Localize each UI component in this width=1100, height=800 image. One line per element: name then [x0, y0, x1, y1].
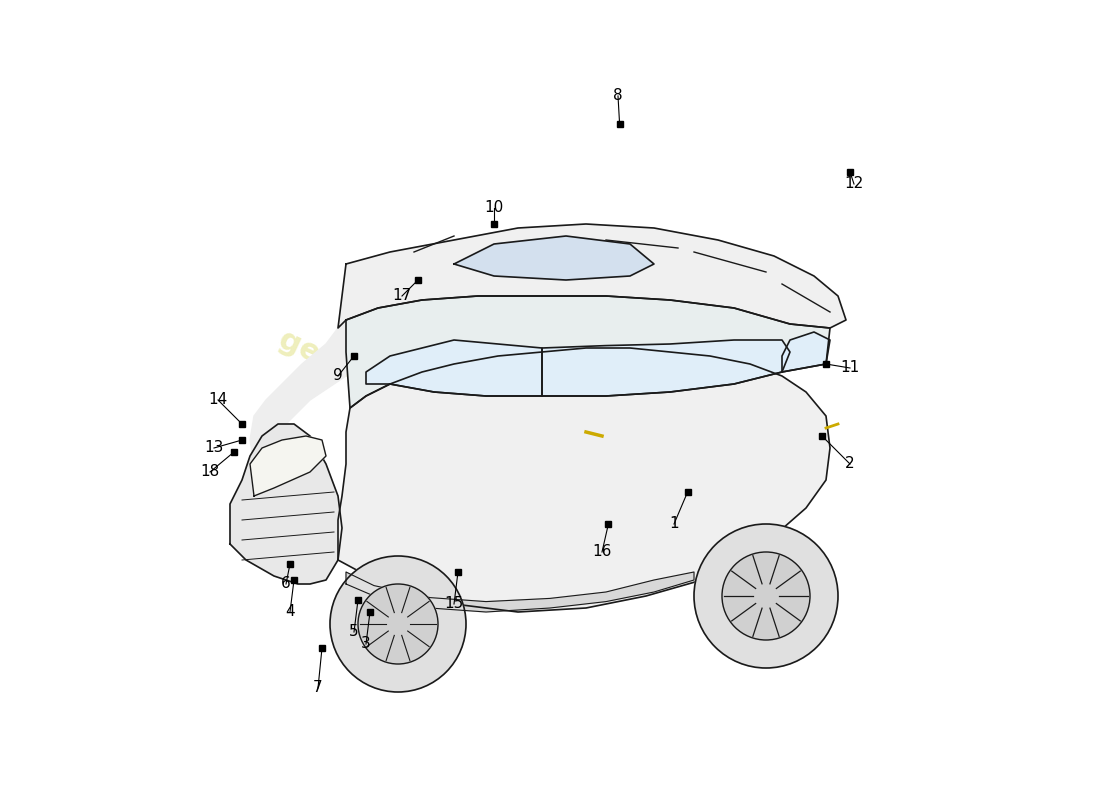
Text: 1: 1 [669, 517, 679, 531]
Text: 5: 5 [349, 625, 359, 639]
Text: 17: 17 [393, 289, 411, 303]
Text: 11: 11 [840, 361, 859, 375]
Polygon shape [230, 424, 342, 584]
Polygon shape [338, 224, 846, 328]
Polygon shape [782, 332, 830, 372]
Text: 15: 15 [444, 597, 463, 611]
Polygon shape [338, 348, 830, 612]
Text: 14: 14 [208, 393, 228, 407]
Polygon shape [250, 320, 346, 464]
Text: 10: 10 [484, 201, 504, 215]
Text: 4: 4 [285, 605, 295, 619]
Text: 2: 2 [845, 457, 855, 471]
Polygon shape [346, 572, 694, 612]
Polygon shape [454, 236, 654, 280]
Text: 13: 13 [205, 441, 223, 455]
Polygon shape [346, 296, 830, 408]
Polygon shape [542, 340, 790, 396]
Text: 3: 3 [361, 637, 371, 651]
Text: 18: 18 [200, 465, 220, 479]
Circle shape [330, 556, 466, 692]
Text: 12: 12 [845, 177, 864, 191]
Text: 8: 8 [613, 89, 623, 103]
Circle shape [694, 524, 838, 668]
Circle shape [722, 552, 810, 640]
Text: 7: 7 [314, 681, 322, 695]
Text: 6: 6 [282, 577, 290, 591]
Circle shape [358, 584, 438, 664]
Text: genuine parts for parts since 1995: genuine parts for parts since 1995 [274, 325, 826, 603]
Polygon shape [366, 340, 542, 396]
Text: 9: 9 [333, 369, 343, 383]
Polygon shape [250, 436, 326, 496]
Text: 16: 16 [592, 545, 612, 559]
